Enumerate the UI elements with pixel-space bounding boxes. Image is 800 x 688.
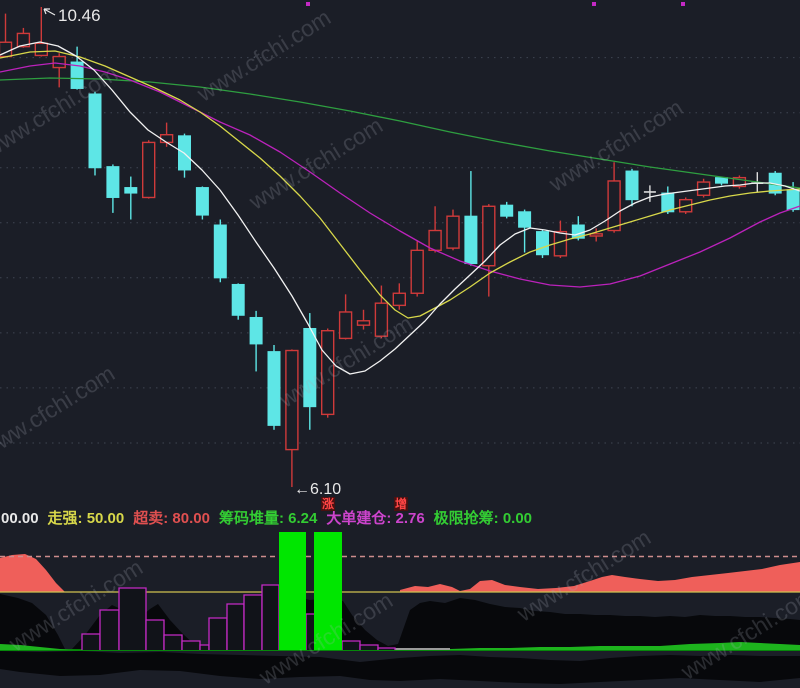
pressure-area-right	[400, 562, 800, 592]
chip-volume-bar	[341, 640, 361, 650]
green-area-right	[450, 642, 800, 650]
candle-down	[213, 224, 227, 279]
candle-up	[428, 229, 442, 252]
ma-line-magenta	[0, 62, 800, 288]
indicator-value: 走强: 50.00	[47, 510, 125, 527]
high-arrow-icon	[43, 8, 56, 16]
indicator-value: 00.00	[1, 510, 39, 527]
candle-up	[356, 320, 371, 326]
chip-volume-bar	[118, 587, 147, 650]
ma-line-yellow	[0, 50, 800, 319]
silhouette-lower-area	[0, 651, 800, 684]
candle-down	[625, 170, 639, 201]
indicator-header-row: 00.00 走强: 50.00 超卖: 80.00 筹码堆量: 6.24 大单建仓: 2…	[1, 509, 541, 529]
candle-down	[88, 93, 102, 169]
candle-down	[536, 231, 549, 256]
chip-volume-bar	[163, 634, 183, 650]
watermark-text: www.cfchi.com	[512, 524, 656, 627]
sub-indicator-panel	[0, 532, 800, 684]
ma-line-white	[0, 41, 800, 375]
candle-up	[141, 141, 156, 199]
extreme-grab-bar	[314, 532, 342, 650]
low-price-label: ←6.10	[294, 481, 341, 498]
buy-signal-dot	[592, 2, 596, 6]
candle-down	[715, 177, 728, 184]
candle-up	[16, 32, 31, 48]
chip-volume-bar	[181, 640, 201, 650]
watermark-text: www.cfchi.com	[192, 4, 336, 107]
chip-volume-bar	[81, 633, 101, 650]
candle-down	[106, 166, 120, 198]
candle-down	[249, 316, 263, 345]
signal-dots	[306, 2, 685, 6]
candle-up	[159, 134, 174, 144]
candle-up	[338, 311, 353, 340]
candle-down	[500, 204, 514, 217]
chip-volume-bar	[261, 584, 280, 650]
candle-down	[464, 215, 478, 265]
watermark-text: www.cfchi.com	[0, 360, 119, 463]
high-price-label: 10.46	[58, 6, 101, 25]
chip-volume-bar	[208, 617, 228, 650]
buy-signal-dot	[306, 2, 310, 6]
candle-up	[285, 349, 299, 451]
watermark-text: www.cfchi.com	[244, 112, 388, 215]
chip-volume-bar	[145, 619, 165, 650]
moving-average-lines	[0, 41, 800, 375]
buy-signal-dot	[681, 2, 685, 6]
candle-up	[34, 42, 48, 57]
chip-volume-bar	[359, 644, 379, 650]
silhouette-upper-area	[0, 594, 800, 650]
chip-volume-bar	[226, 603, 245, 650]
green-area-left	[0, 644, 77, 650]
chip-volume-bar	[377, 647, 396, 650]
candlestick-series	[0, 7, 800, 488]
price-labels: 10.46 ←6.10	[43, 6, 341, 498]
candle-up	[446, 215, 460, 249]
candle-down	[518, 211, 532, 228]
candle-up	[374, 302, 389, 337]
pressure-area-left	[0, 554, 65, 592]
candle-up	[589, 233, 603, 237]
signal-badge: 增	[394, 497, 408, 511]
chip-volume-bar	[243, 594, 263, 650]
extreme-grab-bar	[279, 532, 306, 650]
indicator-value: 大单建仓: 2.76	[326, 510, 425, 527]
indicator-value: 极限抢筹: 0.00	[433, 510, 533, 527]
chip-volume-bar	[199, 644, 210, 650]
candle-down	[124, 187, 138, 194]
watermark-text: www.cfchi.com	[0, 60, 122, 163]
candle-up	[392, 292, 406, 307]
candle-down	[70, 61, 84, 89]
candle-up	[321, 329, 335, 416]
candle-up	[482, 205, 496, 267]
candle-up	[607, 180, 621, 232]
ma-line-green	[0, 77, 800, 189]
indicator-value: 超卖: 80.00	[133, 510, 210, 527]
candle-up	[732, 176, 747, 188]
candle-down	[195, 187, 209, 216]
candle-down	[231, 283, 245, 316]
signal-badge: 涨	[321, 497, 335, 511]
indicator-value: 筹码堆量: 6.24	[218, 510, 318, 527]
candle-down	[267, 351, 281, 426]
candle-up	[52, 55, 66, 69]
chip-volume-bar	[99, 609, 120, 650]
candle-up	[410, 249, 424, 294]
